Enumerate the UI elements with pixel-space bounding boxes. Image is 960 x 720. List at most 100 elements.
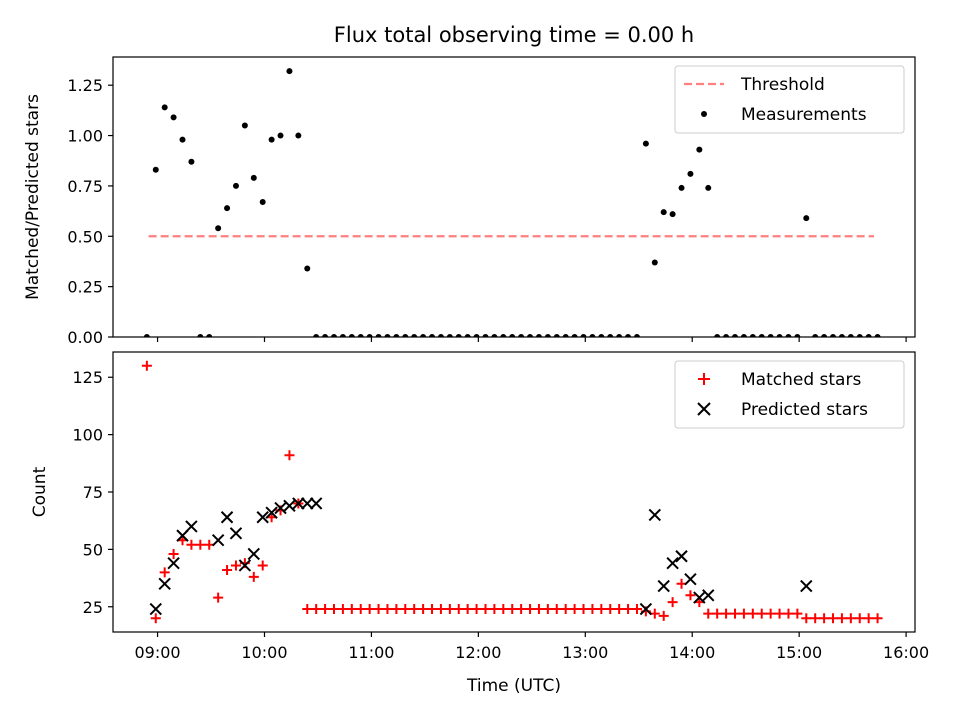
x-tick-label: 13:00 [562,643,608,662]
data-point [197,334,204,337]
legend-label: Threshold [740,75,825,95]
data-point [783,608,794,619]
data-point [518,334,525,337]
x-tick-label: 09:00 [135,643,181,662]
data-point [247,547,261,561]
data-point [355,604,366,615]
data-point [482,334,489,337]
data-point [685,590,696,601]
data-point [480,604,491,615]
data-point [810,613,821,624]
data-point [580,334,587,337]
data-point [607,334,614,337]
data-point [589,334,596,337]
data-point [429,334,436,337]
data-point [660,209,667,216]
data-point [224,205,231,212]
data-point [284,450,295,461]
data-point [186,539,197,550]
y-tick-label: 1.00 [67,127,103,146]
data-point [749,334,756,337]
data-point [339,334,346,337]
data-point [712,608,723,619]
y-tick-label: 0.75 [67,177,103,196]
data-point [471,604,482,615]
data-point [168,548,179,559]
data-point [346,604,357,615]
data-point [357,334,364,337]
data-point [553,334,560,337]
data-point [614,604,625,615]
legend: Matched stars Predicted stars [674,360,905,429]
data-point [384,334,391,337]
data-point [256,511,269,524]
data-point [141,360,152,371]
legend-label: Predicted stars [741,400,868,420]
data-point [268,136,275,143]
data-point [845,613,856,624]
data-point [393,334,400,337]
data-point [375,334,382,337]
data-point [801,613,812,624]
data-point [311,604,322,615]
chart-title: Flux total observing time = 0.00 h [334,23,694,47]
data-point [446,334,453,337]
data-point [544,334,551,337]
data-point [648,508,662,522]
series-measurements [143,68,881,337]
y-tick-label: 0.50 [67,227,103,246]
data-point [507,604,518,615]
plot-area [143,68,881,337]
data-point [533,604,544,615]
data-point [304,265,311,272]
data-point [302,604,313,615]
data-point [455,334,462,337]
data-point [320,604,331,615]
data-point [158,577,171,591]
data-point [295,132,302,139]
data-point [473,334,480,337]
data-point [277,132,284,139]
legend-box [674,360,905,429]
data-point [453,604,464,615]
data-point [265,506,278,519]
data-point [598,334,605,337]
data-point [167,556,180,570]
legend-measurements-marker [701,111,707,117]
x-tick-label: 10:00 [241,643,287,662]
data-point [731,334,738,337]
data-point [283,499,296,512]
legend-label: Matched stars [741,370,861,390]
data-point [865,334,872,337]
data-point [794,334,801,337]
data-point [705,184,712,191]
data-point [373,604,384,615]
data-point [238,559,252,572]
data-point [391,604,402,615]
top-panel: 0.00 0.25 0.50 0.75 1.00 1.25 Matched/Predicte… [23,56,916,347]
data-point [535,334,542,337]
data-point [721,608,732,619]
data-point [309,497,323,510]
data-point [464,334,471,337]
data-point [765,608,776,619]
data-point [723,334,730,337]
data-point [667,597,678,608]
data-point [571,334,578,337]
data-point [838,334,845,337]
data-point [292,497,305,510]
data-point [669,211,676,218]
data-point [222,565,233,576]
data-point [774,608,785,619]
data-point [206,334,213,337]
x-axis-label: Time (UTC) [466,676,561,696]
y-tick-label: 1.25 [67,76,103,95]
data-point [348,334,355,337]
legend-matched-marker [698,373,710,385]
data-point [684,573,697,586]
data-point [714,334,721,337]
data-point [527,334,534,337]
series-predicted-stars [149,497,813,616]
y-axis-label: Count [30,466,50,517]
